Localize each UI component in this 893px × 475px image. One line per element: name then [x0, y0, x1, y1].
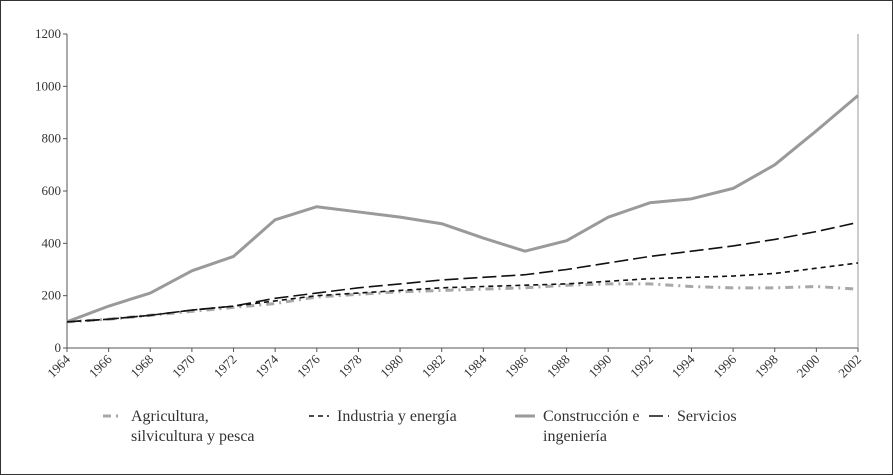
plot: 0 200 400 600 800 1000 1200 1964 1966 1968 1970 197… [35, 26, 864, 381]
x-tick-label: 1988 [544, 352, 573, 381]
legend-item: Industria y energía [307, 407, 517, 427]
x-tick-label: 1974 [252, 351, 281, 380]
x-tick-label: 1978 [336, 352, 365, 381]
x-tick-label: 1964 [44, 351, 73, 380]
legend-swatch [103, 414, 123, 418]
legend-swatch [309, 415, 329, 417]
x-tick-label: 1998 [752, 352, 781, 381]
legend-label: Industria y energía [337, 408, 457, 425]
legend-label: Agricultura, silvicultura y pesca [131, 408, 255, 445]
x-tick-label: 2002 [835, 352, 864, 381]
x-tick-label: 1984 [460, 351, 489, 380]
legend-item: Agricultura, silvicultura y pesca [101, 407, 281, 447]
series-line [66, 262, 859, 323]
x-tick-label: 1970 [169, 352, 198, 381]
legend-label: Construcción e ingeniería [543, 408, 640, 445]
x-tick-label: 1996 [710, 351, 739, 380]
legend-item: Servicios [647, 407, 797, 427]
x-tick-label: 1982 [419, 352, 448, 381]
x-tick-label: 1986 [502, 351, 531, 380]
x-tick-label: 1992 [627, 352, 656, 381]
legend-label: Servicios [677, 408, 737, 425]
x-tick-label: 1990 [585, 352, 614, 381]
y-tick-label: 600 [42, 183, 62, 198]
y-tick-label: 0 [55, 340, 62, 355]
x-tick-label: 1968 [127, 352, 156, 381]
x-tick-label: 1976 [294, 351, 323, 380]
series-line [66, 94, 859, 324]
legend-swatch [515, 414, 535, 418]
x-tick-label: 1994 [669, 351, 698, 380]
y-tick-label: 200 [42, 288, 62, 303]
y-tick-label: 400 [42, 235, 62, 250]
x-tick-label: 1980 [377, 352, 406, 381]
series-line [66, 221, 859, 323]
x-tick-label: 2000 [793, 352, 822, 381]
x-tick-label: 1966 [86, 351, 115, 380]
y-tick-label: 1200 [35, 26, 61, 41]
series-line [66, 282, 859, 324]
y-tick-label: 1000 [35, 78, 61, 93]
legend-swatch [649, 415, 669, 417]
x-tick-label: 1972 [211, 352, 240, 381]
legend-item: Construcción e ingeniería [513, 407, 653, 447]
y-tick-label: 800 [42, 131, 62, 146]
